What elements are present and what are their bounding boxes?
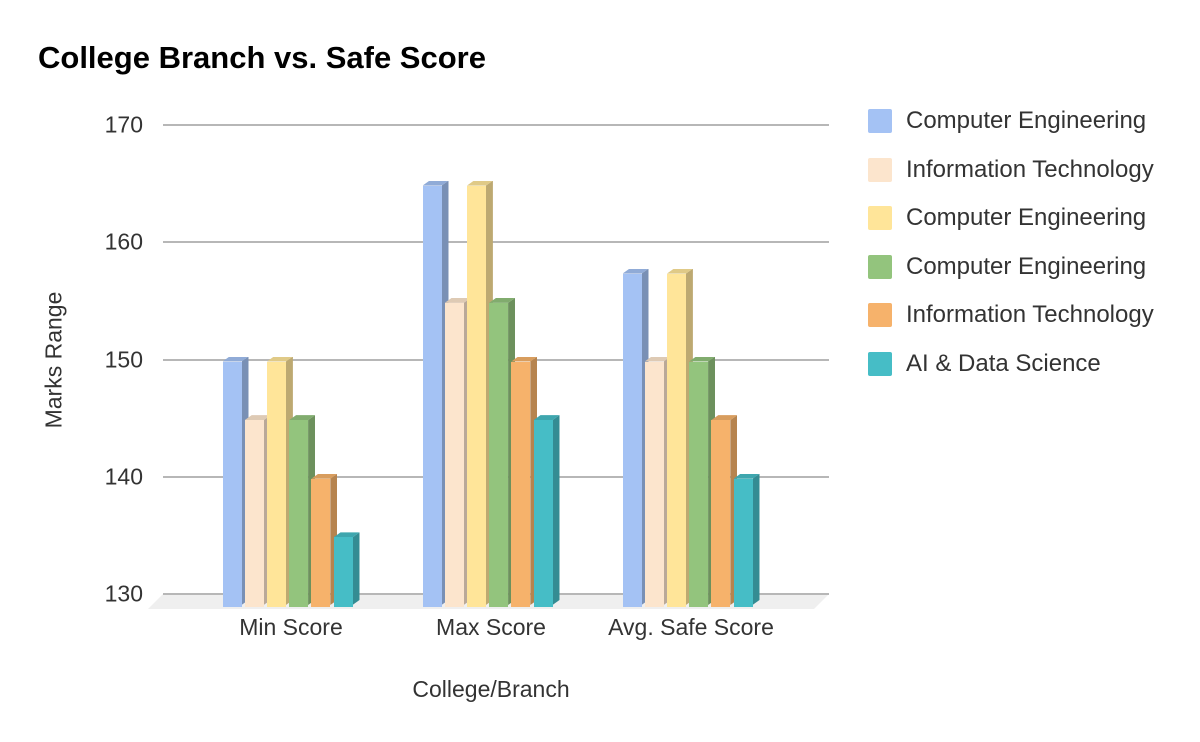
bar-front-face bbox=[666, 273, 686, 607]
bar-top-face bbox=[445, 298, 471, 303]
bar-front-face bbox=[422, 185, 442, 607]
legend-label: Information Technology bbox=[906, 301, 1154, 328]
bar-front-face bbox=[289, 420, 309, 607]
bar-front-face bbox=[733, 478, 753, 607]
bar-side-face bbox=[753, 474, 760, 605]
legend: Computer Engineering Information Technolo… bbox=[868, 107, 1154, 400]
bar-front-face bbox=[266, 361, 286, 607]
legend-swatch bbox=[868, 351, 892, 376]
legend-item-5: Information Technology bbox=[868, 301, 1154, 328]
x-axis-title: College/Branch bbox=[412, 676, 570, 702]
bar-front-face bbox=[489, 302, 509, 607]
bar-front-face bbox=[222, 361, 242, 607]
bar-top-face bbox=[623, 269, 649, 274]
bar-top-face bbox=[289, 415, 315, 420]
bar-top-face bbox=[534, 415, 560, 420]
bar-front-face bbox=[644, 361, 664, 607]
bar-top-face bbox=[645, 357, 671, 362]
bar-top-face bbox=[423, 181, 449, 186]
legend-label: Computer Engineering bbox=[906, 107, 1147, 134]
bar-top-face bbox=[689, 357, 715, 362]
legend-item-6: AI & Data Science bbox=[868, 349, 1154, 377]
legend-item-2: Information Technology bbox=[868, 155, 1154, 183]
gridline bbox=[163, 124, 829, 126]
bar-top-face bbox=[267, 357, 293, 362]
bar-front-face bbox=[333, 537, 353, 607]
bar-side-face bbox=[353, 532, 360, 605]
legend-swatch bbox=[868, 303, 892, 327]
legend-swatch bbox=[868, 157, 892, 182]
bar-front-face bbox=[533, 420, 553, 607]
gridline bbox=[163, 241, 829, 244]
bar-top-face bbox=[489, 298, 515, 303]
x-category-label: Avg. Safe Score bbox=[608, 614, 774, 640]
bar-top-face bbox=[245, 415, 271, 420]
bar-front-face bbox=[244, 420, 264, 607]
bar-top-face bbox=[223, 357, 249, 362]
bar-top-face bbox=[467, 181, 493, 186]
bar-side-face bbox=[553, 415, 560, 605]
bar-top-face bbox=[734, 474, 760, 479]
legend-label: Computer Engineering bbox=[906, 252, 1147, 280]
bar-front-face bbox=[511, 361, 531, 607]
x-category-label: Max Score bbox=[436, 614, 546, 640]
bar-top-face bbox=[667, 269, 693, 274]
bar-front-face bbox=[689, 361, 709, 607]
bar-chart-3d: Marks Range College/Branch 130 140 150 160 1… bbox=[40, 111, 829, 702]
legend-item-4: Computer Engineering bbox=[868, 252, 1154, 280]
bar-front-face bbox=[711, 420, 731, 607]
y-axis-title: Marks Range bbox=[40, 291, 67, 429]
bar-top-face bbox=[711, 415, 737, 420]
y-tick-label: 130 bbox=[104, 580, 143, 607]
chart-title: College Branch vs. Safe Score bbox=[38, 40, 486, 75]
x-category-label: Min Score bbox=[239, 614, 343, 640]
y-tick-label: 160 bbox=[104, 228, 143, 255]
legend-swatch bbox=[868, 206, 892, 230]
bar-front-face bbox=[444, 302, 464, 607]
y-tick-label: 140 bbox=[104, 463, 143, 490]
bar-front-face bbox=[622, 273, 642, 607]
legend-label: Computer Engineering bbox=[906, 204, 1147, 231]
bar-front-face bbox=[311, 478, 331, 607]
legend-swatch bbox=[868, 109, 892, 133]
legend-label: AI & Data Science bbox=[906, 349, 1101, 377]
legend-item-1: Computer Engineering bbox=[868, 107, 1154, 134]
bar-top-face bbox=[334, 532, 360, 537]
bar-top-face bbox=[511, 357, 537, 362]
legend-label: Information Technology bbox=[906, 155, 1154, 183]
y-tick-label: 150 bbox=[104, 346, 143, 372]
legend-swatch bbox=[868, 254, 892, 279]
bar-top-face bbox=[311, 474, 337, 479]
bar-front-face bbox=[466, 185, 486, 607]
y-tick-label: 170 bbox=[104, 111, 143, 138]
legend-item-3: Computer Engineering bbox=[868, 204, 1154, 231]
